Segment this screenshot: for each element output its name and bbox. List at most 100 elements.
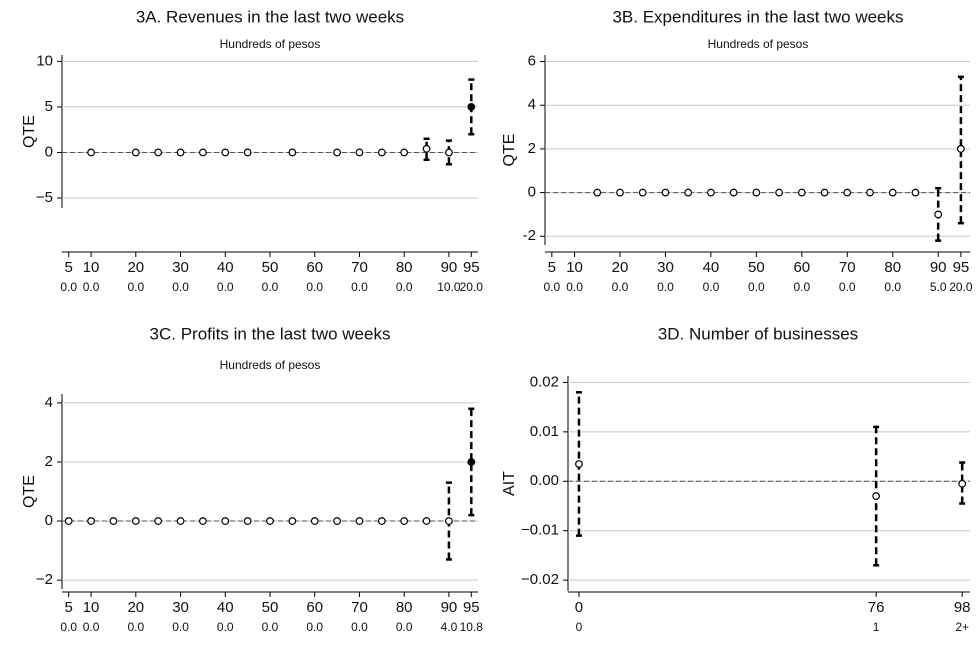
x-tick-label: 70	[351, 599, 368, 616]
x-tick-label: 60	[306, 259, 323, 276]
chart-title: 3C. Profits in the last two weeks	[150, 324, 391, 343]
x-tick-sublabel: 0.0	[172, 280, 189, 294]
x-tick-label: 10	[566, 259, 583, 276]
x-tick-label: 95	[463, 259, 480, 276]
point	[176, 148, 185, 157]
point	[866, 188, 874, 197]
y-tick-label: −0.01	[521, 522, 559, 539]
x-tick-label: 20	[127, 259, 144, 276]
x-tick-label: 50	[262, 599, 279, 616]
x-tick-sublabel: 10.8	[460, 620, 484, 634]
point	[661, 188, 670, 197]
x-tick-sublabel: 0.0	[60, 620, 77, 634]
x-tick-label: 20	[612, 259, 629, 276]
point	[310, 517, 319, 525]
point	[445, 148, 453, 157]
point	[575, 460, 583, 468]
point	[154, 517, 163, 525]
point	[131, 148, 140, 157]
x-tick-label: 60	[793, 259, 810, 276]
y-tick-label: 4	[528, 96, 536, 113]
y-tick-label: 0	[45, 143, 53, 160]
x-tick-label: 50	[748, 259, 765, 276]
x-tick-label: 95	[463, 599, 480, 616]
point	[221, 148, 230, 157]
point	[872, 492, 881, 501]
x-tick-sublabel: 4.0	[441, 620, 458, 634]
x-tick-sublabel: 0.0	[306, 280, 323, 294]
point	[843, 188, 852, 197]
point	[934, 210, 943, 219]
y-tick-label: 0	[528, 184, 536, 201]
x-tick-sublabel: 0.0	[396, 620, 413, 634]
x-tick-sublabel: 0.0	[60, 280, 77, 294]
x-tick-label: 90	[441, 599, 458, 616]
x-tick-label: 70	[351, 259, 368, 276]
y-tick-label: −2	[36, 571, 53, 588]
point	[888, 188, 897, 197]
y-tick-label: 6	[528, 53, 536, 70]
point	[109, 517, 118, 525]
x-tick-label: 95	[953, 259, 970, 276]
point	[638, 188, 647, 197]
x-tick-label: 30	[172, 599, 189, 616]
chart-title: 3D. Number of businesses	[658, 324, 858, 343]
point	[176, 517, 185, 525]
x-tick-sublabel: 1	[873, 620, 880, 634]
x-tick-label: 70	[839, 259, 856, 276]
point	[288, 517, 297, 525]
x-tick-label: 30	[657, 259, 674, 276]
point	[87, 517, 95, 525]
x-tick-label: 10	[83, 599, 100, 616]
x-tick-sublabel: 0.0	[83, 620, 100, 634]
point	[957, 145, 965, 153]
y-axis-label: QTE	[501, 134, 518, 167]
chart-subtitle: Hundreds of pesos	[220, 358, 321, 372]
x-tick-label: 10	[83, 259, 100, 276]
point	[288, 148, 297, 157]
x-tick-sublabel: 0.0	[306, 620, 323, 634]
point	[400, 148, 409, 157]
point	[355, 517, 364, 525]
point	[243, 148, 252, 157]
x-tick-sublabel: 0.0	[543, 280, 560, 294]
x-tick-label: 80	[396, 599, 413, 616]
point	[422, 144, 431, 153]
x-tick-sublabel: 0.0	[172, 620, 189, 634]
y-axis-label: QTE	[21, 115, 38, 148]
point	[221, 517, 230, 525]
x-tick-sublabel: 0.0	[612, 280, 629, 294]
x-tick-label: 40	[217, 599, 234, 616]
x-tick-label: 90	[930, 259, 947, 276]
x-tick-sublabel: 0.0	[839, 280, 856, 294]
point	[616, 188, 624, 197]
y-tick-label: 2	[528, 140, 536, 157]
x-tick-sublabel: 0.0	[262, 280, 279, 294]
point	[243, 517, 252, 525]
x-tick-sublabel: 0.0	[884, 280, 901, 294]
x-tick-sublabel: 0.0	[657, 280, 674, 294]
chart-title: 3A. Revenues in the last two weeks	[136, 7, 404, 26]
x-tick-sublabel: 2+	[955, 620, 969, 634]
point	[64, 517, 73, 525]
x-tick-label: 98	[954, 599, 971, 616]
point	[820, 188, 829, 197]
point	[467, 458, 476, 466]
x-tick-sublabel: 0.0	[566, 280, 583, 294]
x-tick-sublabel: 0.0	[703, 280, 720, 294]
point	[467, 103, 476, 111]
x-tick-sublabel: 20.0	[949, 280, 973, 294]
x-tick-sublabel: 0.0	[262, 620, 279, 634]
y-tick-label: 5	[45, 98, 53, 115]
x-tick-label: 80	[396, 259, 413, 276]
y-tick-label: 0	[45, 512, 53, 529]
x-tick-label: 90	[441, 259, 458, 276]
point	[775, 188, 783, 197]
chart-title: 3B. Expenditures in the last two weeks	[612, 7, 903, 26]
x-tick-sublabel: 0.0	[748, 280, 765, 294]
point	[593, 188, 602, 197]
x-tick-sublabel: 0.0	[793, 280, 810, 294]
x-tick-label: 60	[306, 599, 323, 616]
x-tick-label: 5	[548, 259, 556, 276]
point	[199, 517, 207, 525]
